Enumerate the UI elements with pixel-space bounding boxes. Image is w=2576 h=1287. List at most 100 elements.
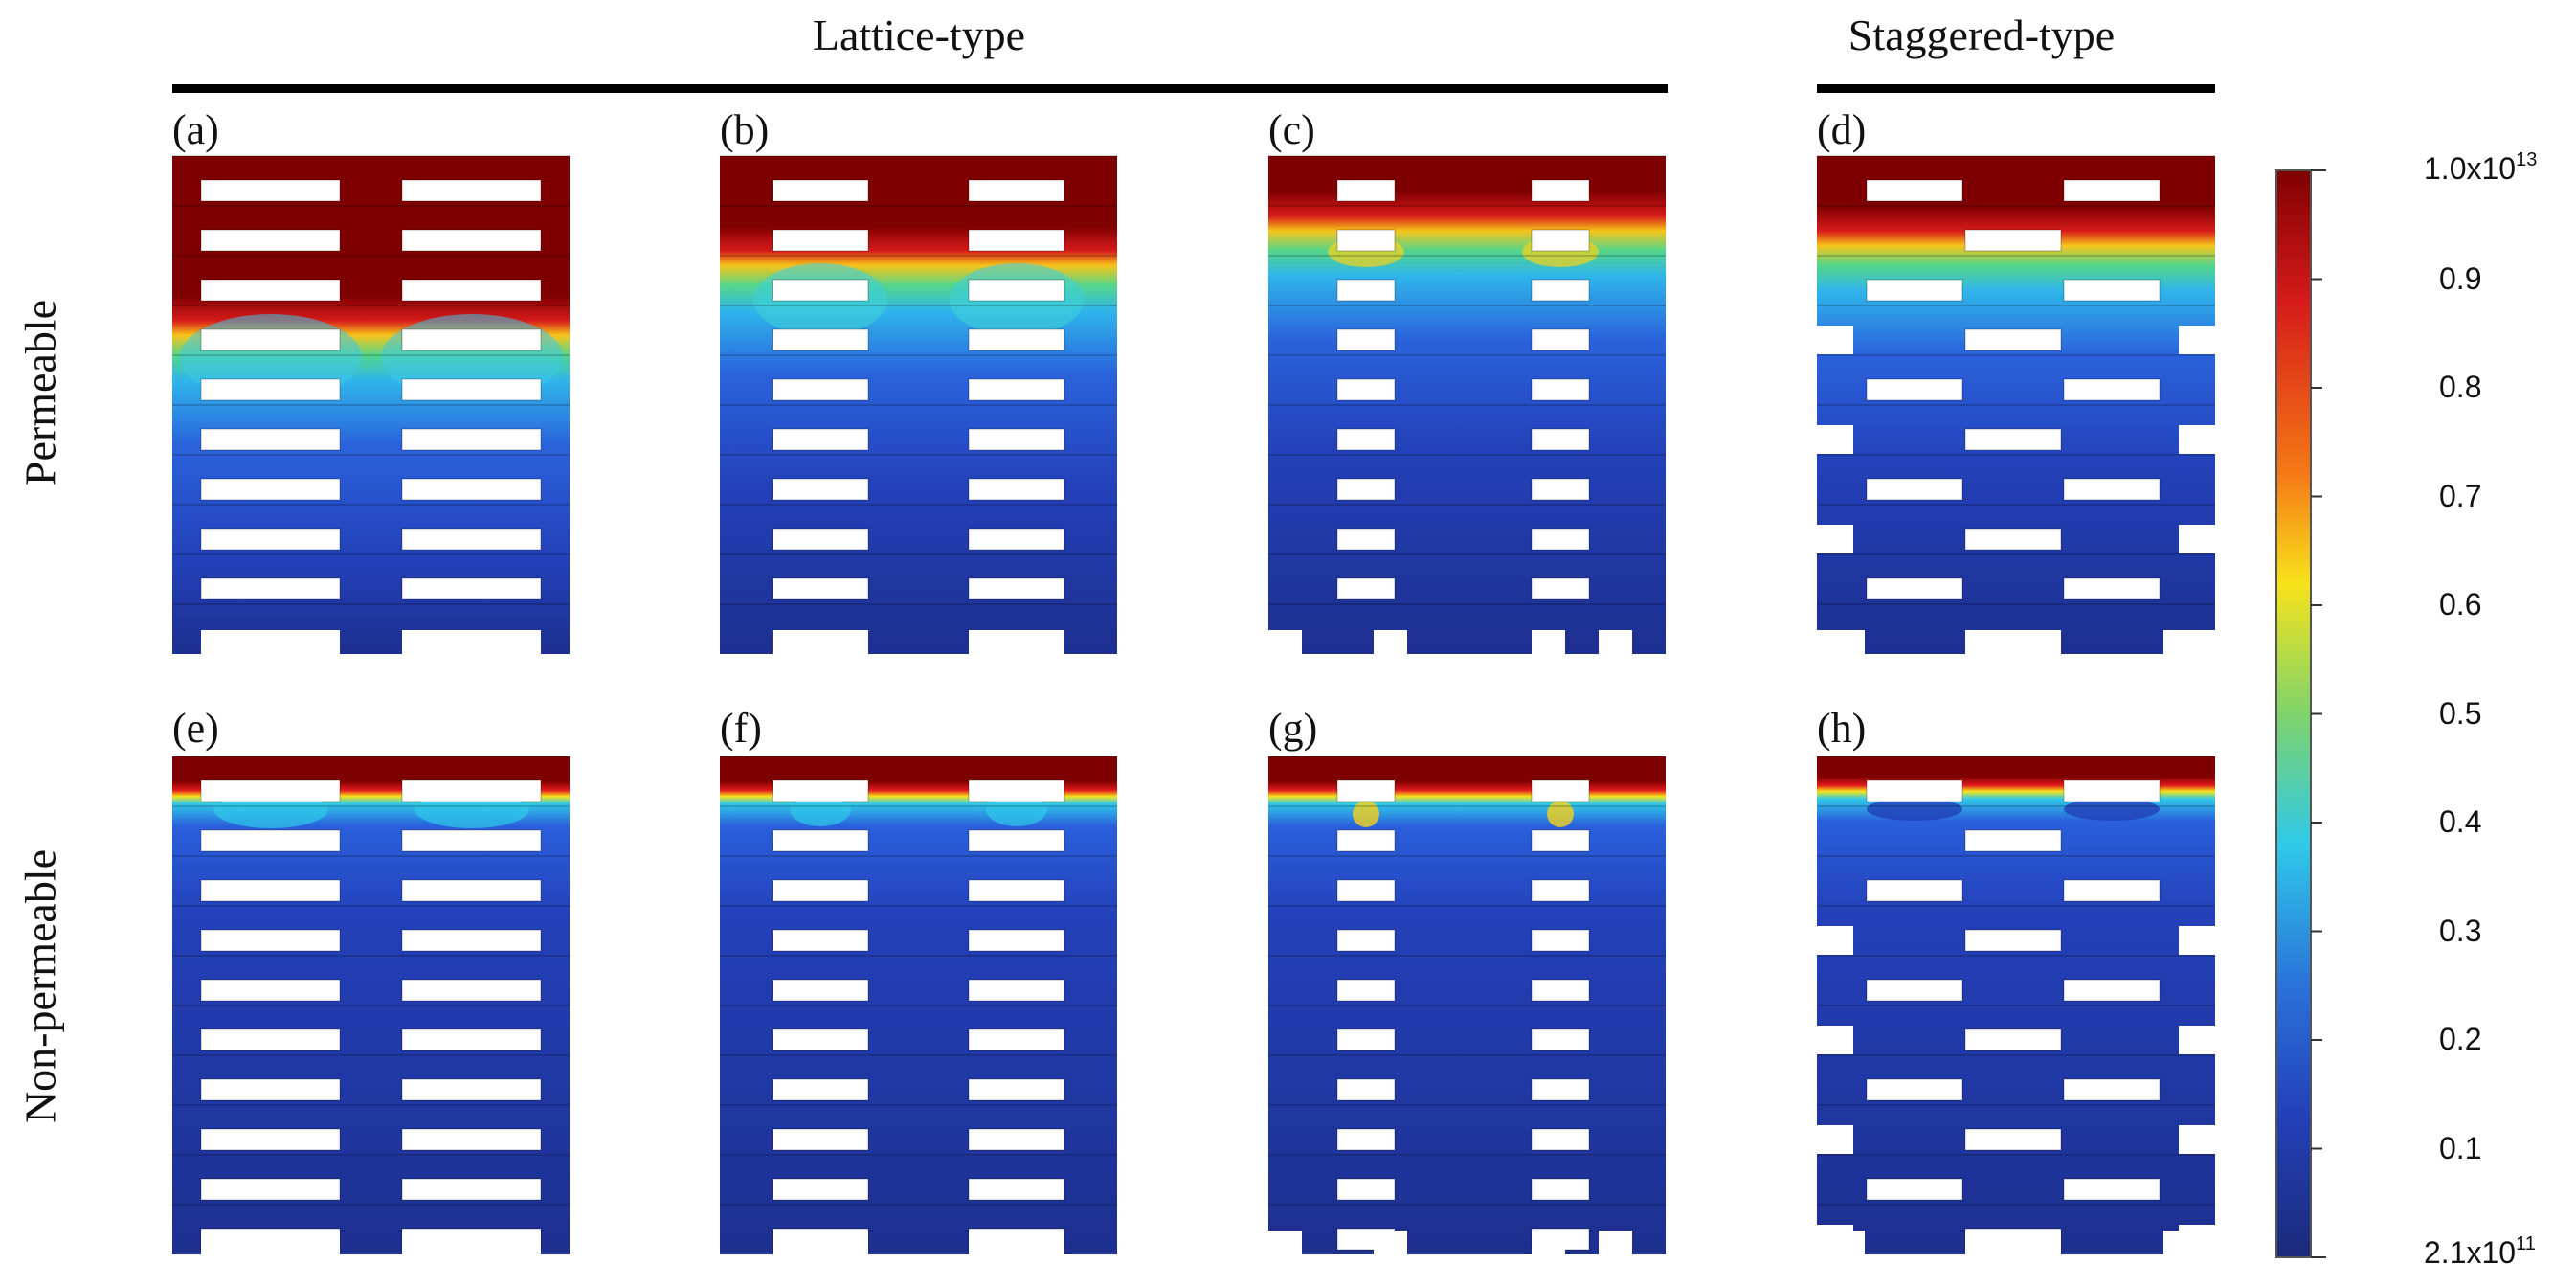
slot (1531, 1128, 1590, 1151)
slot (1336, 779, 1396, 802)
contour-panel-b (720, 155, 1117, 654)
side-notch (1817, 326, 1853, 354)
contour-panel-g (1268, 756, 1666, 1254)
slot (200, 478, 341, 501)
slot (200, 179, 341, 202)
slot (1336, 1178, 1396, 1201)
slot (401, 179, 542, 202)
colorbar-tick-label: 0.5 (2439, 695, 2482, 731)
slot (1531, 829, 1590, 852)
slot (772, 428, 869, 451)
slot (200, 229, 341, 252)
contour-panel-a (172, 155, 570, 654)
bottom-notch (773, 630, 868, 654)
group-bar-staggered (1817, 84, 2215, 93)
slot (968, 1128, 1065, 1151)
slot (1866, 577, 1963, 600)
slot (968, 528, 1065, 551)
contour-panel-h (1817, 756, 2215, 1254)
concentration-lobe (1867, 798, 1962, 821)
slot (968, 328, 1065, 351)
slot (200, 1078, 341, 1101)
slot (1531, 879, 1590, 902)
bottom-notch (1817, 630, 1865, 654)
bottom-notch (1532, 630, 1565, 654)
slot (1866, 779, 1963, 802)
slot (1336, 829, 1396, 852)
slot (401, 428, 542, 451)
colorbar-tick-label: 0.6 (2439, 587, 2482, 621)
slot (1336, 979, 1396, 1002)
panel-label-g: (g) (1268, 705, 1318, 752)
contour-panel-d (1817, 155, 2215, 654)
slot (968, 879, 1065, 902)
slot (772, 979, 869, 1002)
slot (772, 229, 869, 252)
side-notch (1817, 1225, 1853, 1253)
slot (1336, 378, 1396, 401)
colorbar-tick-label: 0.3 (2439, 913, 2482, 948)
contour-panel-c (1268, 155, 1666, 654)
slot (200, 328, 341, 351)
bottom-notch (201, 630, 340, 654)
slot (2063, 979, 2161, 1002)
slot (1866, 179, 1963, 202)
bottom-notch (773, 1231, 868, 1254)
slot (200, 378, 341, 401)
bottom-notch (969, 1231, 1064, 1254)
slot (1866, 979, 1963, 1002)
slot (2063, 779, 2161, 802)
slot (772, 478, 869, 501)
slot (968, 779, 1065, 802)
slot (968, 229, 1065, 252)
slot (200, 577, 341, 600)
slot (1336, 1128, 1396, 1151)
slot (200, 979, 341, 1002)
slot (772, 179, 869, 202)
slot (2063, 1178, 2161, 1201)
slot (1531, 979, 1590, 1002)
slot (1531, 279, 1590, 302)
bottom-notch (1374, 630, 1407, 654)
slot (968, 378, 1065, 401)
row-label-permeable: Permeable (15, 299, 65, 486)
colorbar-min-label: 2.1x1011 (2424, 1233, 2536, 1270)
field-background (1268, 156, 1666, 654)
slot (772, 577, 869, 600)
bottom-notch (1374, 1231, 1407, 1254)
slot (401, 929, 542, 952)
slot (2063, 879, 2161, 902)
slot (772, 779, 869, 802)
slot (2063, 1078, 2161, 1101)
slot (968, 179, 1065, 202)
slot (2063, 378, 2161, 401)
slot (1531, 577, 1590, 600)
slot (401, 328, 542, 351)
slot (1336, 428, 1396, 451)
slot (401, 829, 542, 852)
slot (200, 829, 341, 852)
concentration-lobe (1353, 801, 1379, 827)
side-notch (2179, 1225, 2215, 1253)
field-background (1268, 756, 1666, 1254)
slot (401, 1128, 542, 1151)
slot (401, 779, 542, 802)
slot (401, 1028, 542, 1051)
slot (1336, 279, 1396, 302)
slot (1531, 428, 1590, 451)
slot (401, 478, 542, 501)
bottom-notch (402, 630, 541, 654)
slot (1336, 179, 1396, 202)
slot (401, 279, 542, 302)
bottom-notch (201, 1231, 340, 1254)
concentration-lobe (1547, 801, 1574, 827)
bottom-notch (1599, 630, 1632, 654)
group-bar-lattice (172, 84, 1668, 93)
slot (200, 779, 341, 802)
bottom-notch (2163, 630, 2215, 654)
slot (200, 929, 341, 952)
slot (401, 528, 542, 551)
colorbar-tick-label: 0.4 (2439, 804, 2482, 839)
side-notch (1817, 926, 1853, 955)
slot (200, 279, 341, 302)
